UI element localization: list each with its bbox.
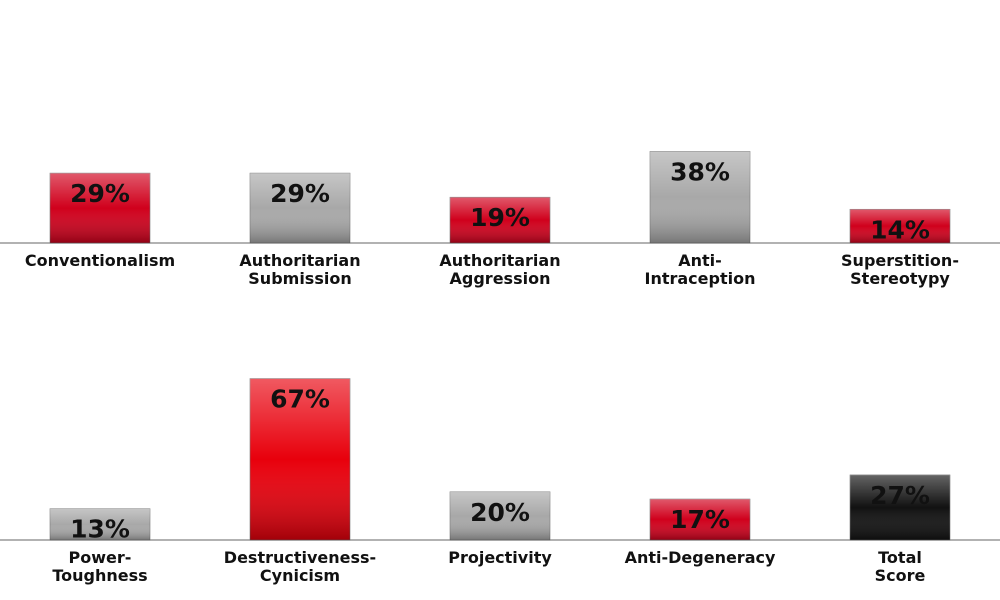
bar-shade [450, 197, 550, 243]
bar-shade [450, 491, 550, 540]
category-label: Authoritarian [439, 251, 560, 270]
category-label: Cynicism [260, 566, 340, 585]
value-label: 27% [870, 481, 930, 510]
category-label: Toughness [52, 566, 147, 585]
category-label: Projectivity [448, 548, 552, 567]
value-label: 38% [670, 157, 730, 186]
category-label: Intraception [645, 269, 756, 288]
category-label: Superstition- [841, 251, 959, 270]
category-label: Stereotypy [850, 269, 950, 288]
bar-shade [650, 499, 750, 540]
category-label: Score [875, 566, 926, 585]
bar-shade [650, 151, 750, 243]
value-label: 13% [70, 515, 130, 544]
value-label: 67% [270, 385, 330, 414]
bar-shade [50, 173, 150, 243]
category-label: Total [878, 548, 922, 567]
value-label: 19% [470, 203, 530, 232]
category-label: Aggression [450, 269, 551, 288]
bar-shade [50, 508, 150, 540]
value-label: 29% [270, 179, 330, 208]
category-label: Submission [248, 269, 351, 288]
category-label: Destructiveness- [224, 548, 376, 567]
category-label: Authoritarian [239, 251, 360, 270]
value-label: 14% [870, 215, 930, 244]
value-label: 17% [670, 505, 730, 534]
category-label: Anti-Degeneracy [625, 548, 776, 567]
bar-shade [850, 209, 950, 243]
bar-shade [250, 173, 350, 243]
category-label: Power- [69, 548, 132, 567]
value-label: 20% [470, 498, 530, 527]
value-label: 29% [70, 179, 130, 208]
bar-shade [850, 474, 950, 540]
category-label: Anti- [678, 251, 722, 270]
bar-shade [250, 378, 350, 540]
category-label: Conventionalism [25, 251, 175, 270]
